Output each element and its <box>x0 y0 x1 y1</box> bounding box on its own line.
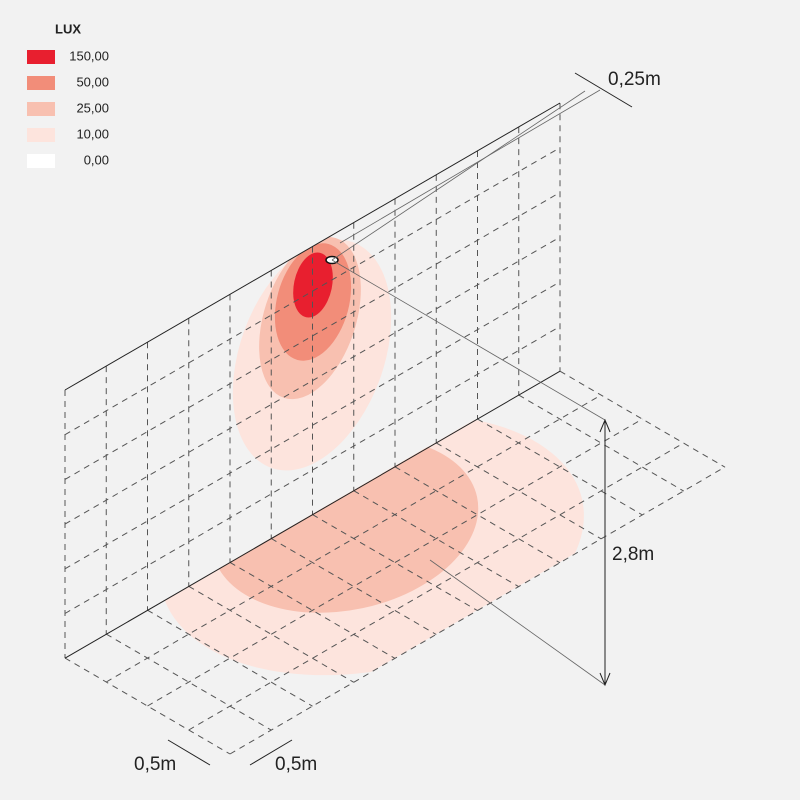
dimension-line <box>167 739 211 766</box>
floor-grid-line <box>312 514 478 612</box>
floor-grid-line <box>518 394 685 492</box>
legend-label: 150,00 <box>69 48 109 63</box>
floor-grid-line <box>477 418 643 516</box>
floor-grid-line <box>147 418 643 707</box>
wall-grid-line <box>64 326 561 614</box>
wall-floor-edge <box>64 370 561 659</box>
floor-grid-line <box>559 370 726 468</box>
floor-grid-line <box>188 442 685 731</box>
floor-grid-line <box>188 585 355 683</box>
floor-grid-line <box>229 561 396 659</box>
floor-grid-line <box>353 490 520 588</box>
legend-title: LUX <box>55 21 81 36</box>
grid <box>64 102 726 755</box>
leader-line <box>339 89 601 244</box>
legend-label: 10,00 <box>76 126 109 141</box>
floor-contours <box>160 414 584 676</box>
legend-label: 25,00 <box>76 100 109 115</box>
wall-grid-line <box>64 281 561 570</box>
legend-label: 0,00 <box>84 152 109 167</box>
floor-grid-line <box>394 466 561 564</box>
leader-line <box>331 90 586 261</box>
leader-line <box>331 259 606 421</box>
floor-grid-line <box>105 394 602 683</box>
dimension-line <box>574 72 633 108</box>
wall-grid-line <box>64 191 561 480</box>
legend-swatch <box>27 76 55 90</box>
dimension-line <box>249 739 293 766</box>
floor-grid-line <box>105 633 272 731</box>
dimensions: 0,25m 2,8m 0,5m 0,5m <box>134 69 661 775</box>
wall-grid-line <box>64 236 561 525</box>
legend-swatch <box>27 128 55 142</box>
wall-contours <box>232 236 392 471</box>
legend-swatch <box>27 102 55 116</box>
illuminance-contours <box>160 236 584 676</box>
grid-width-label: 0,5m <box>275 754 317 775</box>
wall-grid-line <box>64 147 561 436</box>
floor-grid-line <box>435 442 602 540</box>
wall-top-edge <box>64 102 561 391</box>
height-label: 2,8m <box>612 544 654 565</box>
offset-label: 0,25m <box>608 69 661 90</box>
leader-line <box>429 559 606 686</box>
floor-grid-line <box>270 538 437 635</box>
legend-label: 50,00 <box>76 74 109 89</box>
arrow <box>599 418 611 687</box>
legend-swatch <box>27 154 55 168</box>
legend: LUX 150,00 50,00 25,00 10,00 0,00 <box>27 21 109 168</box>
floor-grid-line <box>229 466 726 755</box>
floor-grid-line <box>64 657 231 755</box>
floor-grid-line <box>147 609 313 707</box>
legend-swatch <box>27 50 55 64</box>
grid-depth-label: 0,5m <box>134 754 176 775</box>
